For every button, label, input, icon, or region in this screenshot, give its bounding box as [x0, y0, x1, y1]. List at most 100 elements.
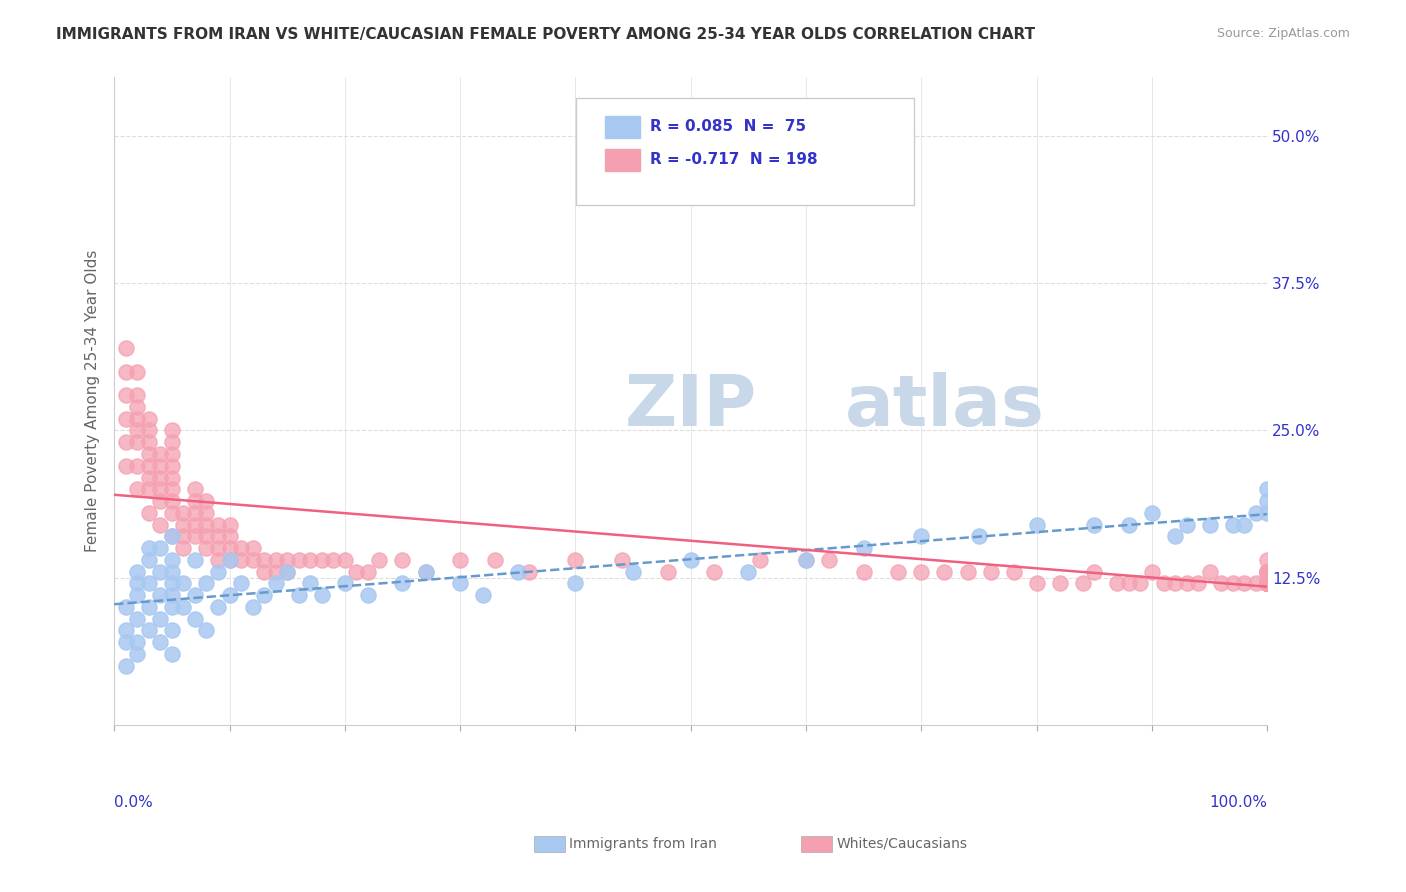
Point: [160, 506, 183, 520]
Point: [172, 576, 194, 591]
Point: [1049, 576, 1071, 591]
Point: [264, 565, 287, 579]
Point: [1256, 576, 1278, 591]
Point: [138, 483, 160, 497]
Point: [172, 529, 194, 543]
Text: IMMIGRANTS FROM IRAN VS WHITE/CAUCASIAN FEMALE POVERTY AMONG 25-34 YEAR OLDS COR: IMMIGRANTS FROM IRAN VS WHITE/CAUCASIAN …: [56, 27, 1035, 42]
Point: [218, 541, 240, 555]
Point: [287, 553, 309, 567]
Point: [344, 565, 367, 579]
Point: [1256, 565, 1278, 579]
Point: [1256, 576, 1278, 591]
Point: [1256, 576, 1278, 591]
Point: [127, 588, 149, 602]
Point: [1256, 576, 1278, 591]
Point: [703, 565, 725, 579]
Point: [1256, 576, 1278, 591]
Point: [242, 541, 264, 555]
Point: [1153, 576, 1175, 591]
Point: [149, 483, 172, 497]
Point: [149, 588, 172, 602]
Point: [1256, 576, 1278, 591]
Text: 0.0%: 0.0%: [114, 796, 153, 810]
Point: [160, 458, 183, 473]
Point: [1222, 576, 1244, 591]
Point: [980, 565, 1002, 579]
Point: [679, 553, 702, 567]
Point: [1256, 565, 1278, 579]
Point: [1256, 576, 1278, 591]
Point: [1118, 517, 1140, 532]
Point: [415, 565, 437, 579]
Point: [737, 565, 759, 579]
Point: [1256, 576, 1278, 591]
Point: [138, 576, 160, 591]
Point: [160, 447, 183, 461]
Point: [160, 588, 183, 602]
Point: [1002, 565, 1025, 579]
Point: [852, 565, 875, 579]
Point: [195, 576, 218, 591]
Point: [322, 553, 344, 567]
Point: [253, 553, 276, 567]
Point: [1256, 576, 1278, 591]
Point: [1187, 576, 1209, 591]
Point: [299, 576, 322, 591]
Point: [195, 541, 218, 555]
Point: [1164, 576, 1187, 591]
Point: [127, 635, 149, 649]
Point: [114, 458, 136, 473]
Point: [1256, 576, 1278, 591]
Point: [127, 458, 149, 473]
Point: [160, 599, 183, 614]
Point: [172, 506, 194, 520]
Point: [276, 565, 298, 579]
Point: [1256, 576, 1278, 591]
Point: [242, 553, 264, 567]
Point: [184, 517, 207, 532]
Point: [127, 483, 149, 497]
Point: [1256, 576, 1278, 591]
Point: [207, 599, 229, 614]
Point: [1175, 517, 1198, 532]
Point: [160, 424, 183, 438]
Point: [1256, 576, 1278, 591]
Point: [114, 599, 136, 614]
Point: [910, 529, 932, 543]
Point: [1256, 576, 1278, 591]
Point: [138, 435, 160, 450]
Point: [114, 624, 136, 638]
Point: [749, 553, 772, 567]
Point: [311, 553, 333, 567]
Point: [1256, 576, 1278, 591]
Text: Source: ZipAtlas.com: Source: ZipAtlas.com: [1216, 27, 1350, 40]
Point: [195, 506, 218, 520]
Point: [1256, 565, 1278, 579]
Point: [1256, 576, 1278, 591]
Point: [160, 529, 183, 543]
Point: [484, 553, 506, 567]
Point: [160, 470, 183, 484]
Point: [1256, 576, 1278, 591]
Point: [127, 365, 149, 379]
Point: [138, 424, 160, 438]
Text: Whites/Caucasians: Whites/Caucasians: [837, 837, 967, 851]
Point: [127, 565, 149, 579]
Point: [114, 635, 136, 649]
Point: [1256, 576, 1278, 591]
Point: [218, 517, 240, 532]
Point: [1256, 565, 1278, 579]
Point: [127, 612, 149, 626]
Point: [1256, 576, 1278, 591]
Point: [449, 576, 471, 591]
Point: [1256, 576, 1278, 591]
Point: [218, 588, 240, 602]
Point: [1256, 576, 1278, 591]
Point: [818, 553, 841, 567]
Point: [472, 588, 495, 602]
Point: [253, 588, 276, 602]
Point: [160, 624, 183, 638]
Point: [1256, 576, 1278, 591]
Point: [1083, 517, 1105, 532]
Point: [1256, 576, 1278, 591]
